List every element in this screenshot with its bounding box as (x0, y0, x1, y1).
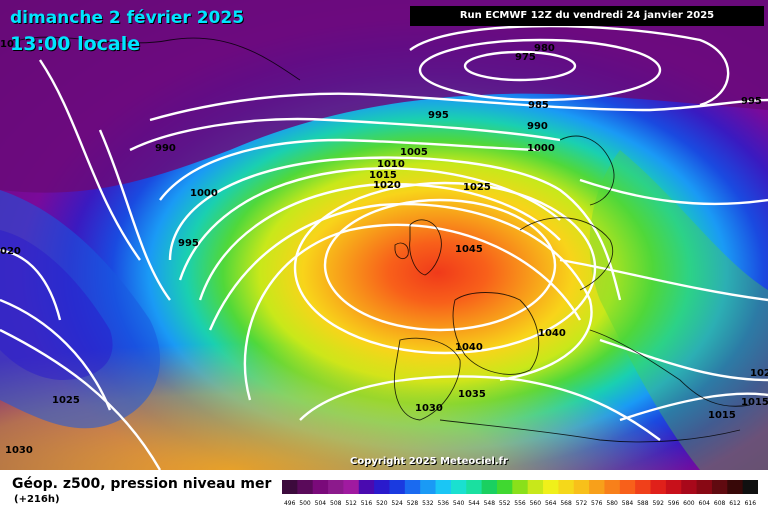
legend-swatch (619, 480, 636, 494)
legend-tick-label: 592 (652, 500, 664, 507)
legend-tick-label: 544 (468, 500, 480, 507)
legend-tick-label: 556 (514, 500, 526, 507)
isobar-label: 101 (0, 39, 21, 50)
legend-swatch (573, 480, 590, 494)
legend-swatch (558, 480, 575, 494)
legend-swatch (420, 480, 437, 494)
legend-tick-label: 508 (330, 500, 342, 507)
legend-tick-label: 608 (714, 500, 726, 507)
legend-swatch (527, 480, 544, 494)
legend-swatch (312, 480, 329, 494)
legend-tick-label: 572 (576, 500, 588, 507)
legend-swatch (543, 480, 559, 494)
legend-tick-label: 584 (622, 500, 634, 507)
legend-tick-label: 612 (729, 500, 741, 507)
isobar-label: 1030 (415, 403, 443, 414)
legend-swatch (681, 480, 698, 494)
legend-tick-label: 504 (315, 500, 327, 507)
legend-swatch (358, 480, 375, 494)
isobar-label: 1025 (52, 395, 80, 406)
legend-tick-label: 520 (376, 500, 388, 507)
legend-swatch (328, 480, 344, 494)
weather-map: 980 975 985 995 995 990 1000 990 1005 10… (0, 0, 768, 470)
legend-swatch (466, 480, 483, 494)
legend-tick-label: 600 (683, 500, 695, 507)
parameter-label: Géop. z500, pression niveau mer (12, 476, 272, 492)
legend-swatch (389, 480, 406, 494)
isobar-label: 1005 (400, 147, 428, 158)
isobar-label: 1000 (527, 143, 555, 154)
isobar-label: 1010 (377, 159, 405, 170)
color-scale-legend: 496 500 504 508 512 516 520 524 528 532 536 540 544 5… (282, 480, 758, 507)
isobar-label: 1045 (455, 244, 483, 255)
isobar-label: 1015 (741, 397, 768, 408)
isobar-label: 995 (178, 238, 199, 249)
isobar-label: 1025 (463, 182, 491, 193)
legend-swatch (450, 480, 467, 494)
map-date-title: dimanche 2 février 2025 (10, 8, 245, 28)
legend-swatch (727, 480, 744, 494)
legend-tick-label: 500 (299, 500, 311, 507)
isobar-label: 990 (155, 143, 176, 154)
legend-tick-label: 524 (391, 500, 403, 507)
legend-swatch (481, 480, 498, 494)
legend-tick-label: 548 (484, 500, 496, 507)
isobar-label: 1030 (5, 445, 33, 456)
copyright-text: Copyright 2025 Meteociel.fr (350, 456, 508, 467)
isobar-label: 1020 (373, 180, 401, 191)
legend-tick-label: 568 (560, 500, 572, 507)
legend-swatch (635, 480, 652, 494)
isobar-label: 1035 (458, 389, 486, 400)
lead-time-label: (+216h) (14, 494, 60, 505)
map-time-title: 13:00 locale (10, 33, 141, 55)
legend-swatch (711, 480, 728, 494)
isobar-label: 020 (0, 246, 21, 257)
legend-tick-label: 596 (668, 500, 680, 507)
legend-tick-label: 552 (499, 500, 511, 507)
legend-swatch (435, 480, 452, 494)
legend-tick-label: 604 (699, 500, 711, 507)
legend-tick-label: 516 (361, 500, 373, 507)
legend-swatch (696, 480, 713, 494)
legend-swatch (742, 480, 758, 494)
legend-tick-label: 528 (407, 500, 419, 507)
legend-tick-label: 576 (591, 500, 603, 507)
legend-swatch (297, 480, 314, 494)
isobar-label: 995 (428, 110, 449, 121)
legend-tick-label: 616 (745, 500, 757, 507)
legend-swatch (512, 480, 529, 494)
run-info-box: Run ECMWF 12Z du vendredi 24 janvier 202… (410, 6, 764, 26)
isobar-label: 1040 (538, 328, 566, 339)
legend-tick-label: 588 (637, 500, 649, 507)
isobar-label: 980 (534, 43, 555, 54)
legend-swatch (650, 480, 667, 494)
legend-swatch (496, 480, 513, 494)
legend-tick-label: 536 (438, 500, 450, 507)
legend-swatch (604, 480, 621, 494)
isobar-label: 995 (741, 96, 762, 107)
isobar-label: 985 (528, 100, 549, 111)
legend-swatch (589, 480, 605, 494)
isobar-label: 1015 (369, 170, 397, 181)
legend-tick-label: 580 (606, 500, 618, 507)
legend-tick-label: 564 (545, 500, 557, 507)
legend-tick-label: 532 (422, 500, 434, 507)
isobar-label: 1040 (455, 342, 483, 353)
isobar-label: 990 (527, 121, 548, 132)
legend-tick-label: 540 (453, 500, 465, 507)
legend-swatch (282, 480, 298, 494)
legend-swatch (665, 480, 682, 494)
legend-tick-label: 496 (284, 500, 296, 507)
legend-swatch (374, 480, 390, 494)
legend-tick-label: 512 (345, 500, 357, 507)
isobar-label: 102 (750, 368, 768, 379)
legend-swatch (343, 480, 360, 494)
isobar-label: 1015 (708, 410, 736, 421)
isobar-label: 975 (515, 52, 536, 63)
legend-tick-label: 560 (530, 500, 542, 507)
isobar-label: 1000 (190, 188, 218, 199)
legend-swatch (404, 480, 421, 494)
